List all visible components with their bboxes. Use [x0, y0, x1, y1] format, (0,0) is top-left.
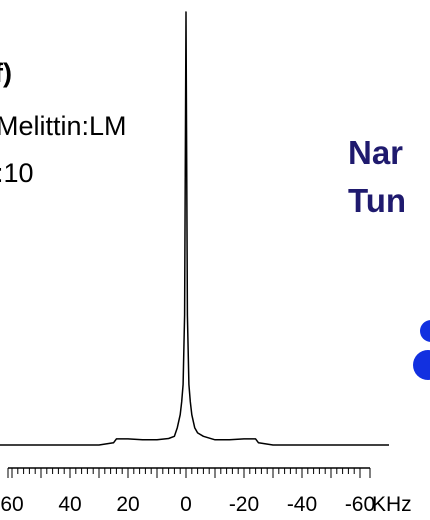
sample-ratio: :10: [0, 158, 34, 188]
side-title-line1: Nar: [348, 134, 404, 171]
blue-dot: [420, 320, 430, 342]
x-tick-label: -20: [229, 493, 259, 516]
sample-label: Melittin:LM: [0, 111, 127, 141]
panel-label: f): [0, 58, 12, 88]
x-tick-label: -60: [345, 493, 375, 516]
blue-dot: [413, 350, 430, 380]
side-title-line2: Tun: [348, 182, 407, 219]
x-tick-label: 60: [0, 493, 23, 516]
x-axis: 60 40 20 0 -20 -40 -60: [0, 467, 375, 516]
x-tick-label: 0: [180, 493, 192, 516]
x-tick-label: -40: [287, 493, 317, 516]
x-tick-label: 40: [58, 493, 81, 516]
spectrum-line: [0, 11, 389, 446]
x-tick-label: 20: [116, 493, 139, 516]
x-axis-unit-label: KHz: [372, 493, 412, 516]
spectrum-trace-group: [0, 11, 389, 446]
